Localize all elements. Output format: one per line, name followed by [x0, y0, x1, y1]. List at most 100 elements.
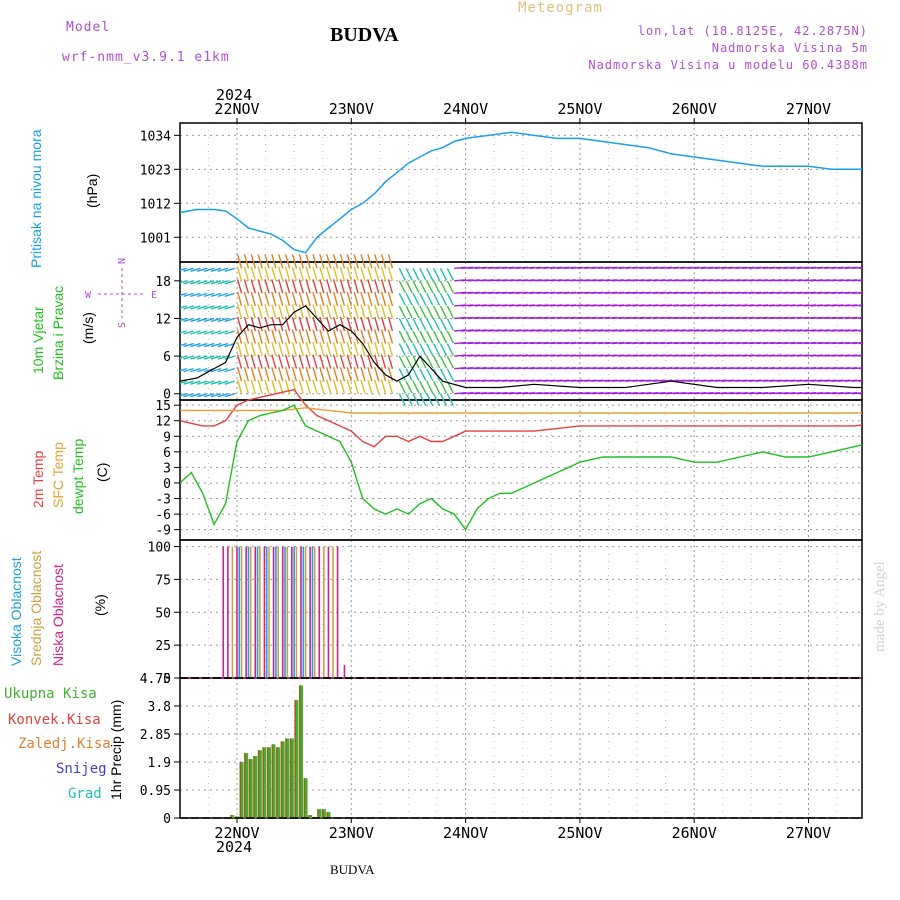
precip-bar-edge — [280, 741, 283, 818]
wind-barb — [180, 355, 187, 359]
ytick-label: 1012 — [140, 197, 171, 212]
wind-barb — [398, 355, 406, 369]
wind-barb — [374, 279, 380, 294]
wind-barb — [886, 292, 898, 293]
wind-barb — [339, 279, 346, 294]
wind-barb — [180, 267, 187, 272]
ytick-label: 2.85 — [140, 728, 171, 743]
ytick-label: 6 — [163, 350, 171, 365]
wind-barb — [257, 266, 263, 282]
wind-barb — [380, 266, 387, 282]
wind-barb — [405, 293, 413, 306]
wind-barb — [284, 291, 291, 307]
wind-barb — [224, 380, 235, 385]
ytick-label: 1.9 — [148, 756, 171, 771]
wind-barb — [374, 341, 380, 357]
wind-barb — [387, 254, 394, 269]
wind-barb — [879, 267, 891, 268]
wind-barb — [387, 316, 394, 332]
wind-barb — [312, 341, 318, 357]
wind-barb — [405, 267, 413, 281]
wind-barb — [180, 268, 181, 269]
wind-barb — [210, 267, 222, 272]
wind-barb — [432, 343, 441, 356]
wind-barb — [190, 292, 201, 298]
wind-barb — [210, 280, 222, 285]
ytick-label: 0 — [163, 477, 171, 492]
ytick-label: 1001 — [140, 231, 171, 246]
wind-barb — [264, 266, 270, 282]
compass-w: W — [85, 290, 92, 301]
wind-barb — [291, 366, 298, 382]
wind-barb — [224, 280, 235, 285]
wind-barb — [326, 304, 332, 319]
wind-barb — [210, 380, 222, 385]
wind-barb — [360, 329, 366, 344]
wind-barb — [278, 316, 284, 332]
wind-barb — [312, 266, 318, 282]
wind-barb — [183, 267, 194, 272]
ytick-label: 6 — [163, 446, 171, 461]
wind-barb — [224, 317, 235, 323]
wind-barb — [180, 369, 181, 370]
wind-barb — [419, 368, 427, 381]
wind-barb — [439, 380, 448, 394]
wind-barb — [367, 329, 373, 344]
wind-barb — [353, 279, 359, 294]
wind-barb — [387, 379, 394, 394]
wind-barb — [360, 279, 366, 294]
wind-barb — [412, 393, 420, 407]
temp-series-dew — [180, 404, 862, 531]
wind-barb — [398, 318, 406, 331]
wind-barb — [858, 267, 862, 269]
wind-barb — [412, 343, 420, 356]
wind-barb — [446, 318, 454, 331]
wind-barb — [312, 379, 318, 394]
wind-barb — [271, 254, 277, 269]
wind-barb — [339, 329, 346, 344]
wind-barb — [360, 341, 366, 357]
dew-ylabel: dewpt Temp — [70, 438, 86, 514]
wind-barb — [866, 393, 878, 394]
wind-barb — [183, 280, 194, 285]
wind-barb — [197, 280, 208, 285]
wind-barb — [250, 266, 256, 282]
wind-barb — [278, 254, 284, 269]
wind-barb — [873, 330, 885, 331]
wind-barb — [419, 393, 427, 407]
wind-barb — [217, 393, 229, 398]
wind-barb — [405, 355, 413, 369]
wind-barb — [250, 304, 256, 319]
precip-bar-total — [276, 747, 281, 818]
wind-barb — [419, 330, 427, 344]
wind-barb — [312, 316, 318, 332]
wind-barb — [893, 393, 900, 394]
temp-unit: (C) — [94, 462, 110, 482]
precip-bar-edge — [230, 815, 232, 818]
wind-barb — [326, 354, 332, 369]
wind-barb — [886, 280, 898, 281]
wind-barb — [203, 342, 215, 348]
wind-barb — [197, 267, 208, 272]
wind-barb — [405, 330, 413, 344]
wind-barb — [439, 368, 448, 381]
wind-barb — [319, 354, 325, 369]
wind-barb — [183, 317, 194, 323]
wind-barb — [183, 292, 194, 298]
wind-barb — [367, 316, 373, 332]
ytick-label: 3.8 — [148, 700, 171, 715]
wind-barb — [197, 305, 208, 310]
wind-barb — [426, 343, 434, 356]
wind-barb — [224, 342, 235, 348]
wind-barb — [405, 393, 413, 407]
ytick-label: 0 — [163, 388, 171, 403]
wind-barb — [264, 316, 270, 332]
wind-barb — [439, 343, 448, 356]
wind-barb — [432, 355, 441, 369]
xtick-label-bottom: 26NOV — [672, 824, 717, 842]
ytick-label: 100 — [148, 541, 171, 556]
wind-barb — [398, 330, 406, 344]
wind-barb — [858, 367, 862, 370]
wind-barb — [326, 266, 332, 282]
wind-barb — [866, 368, 878, 369]
